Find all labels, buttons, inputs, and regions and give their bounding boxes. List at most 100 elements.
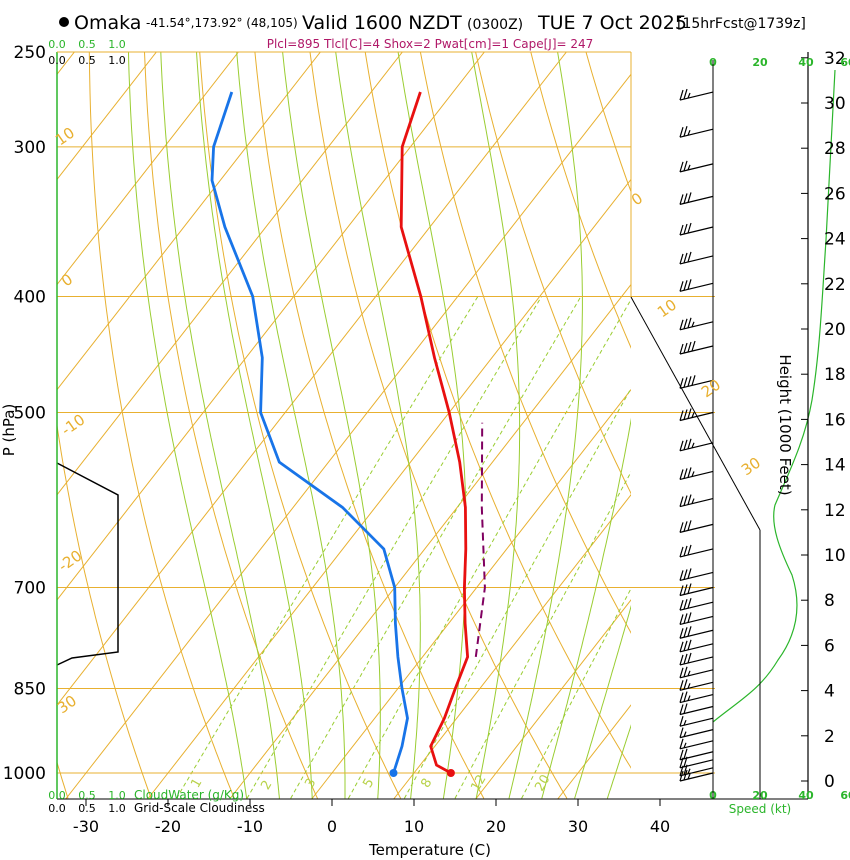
barb-flag — [683, 598, 688, 610]
barb-staff — [679, 772, 714, 782]
barb-staff — [679, 759, 714, 769]
speed-tick-bottom: 20 — [752, 789, 768, 802]
barb-flag — [687, 597, 692, 609]
barb-staff — [679, 548, 714, 558]
barb-flag — [687, 544, 692, 556]
barb-staff — [679, 586, 714, 597]
cloudiness-tick-bottom: 0.5 — [78, 802, 96, 815]
barb-flag — [683, 666, 688, 677]
barb-flag — [683, 584, 688, 595]
barb-flag — [679, 727, 684, 738]
barb-flag — [679, 224, 684, 236]
mixing-ratio-line — [176, 296, 479, 799]
barb-staff — [679, 282, 714, 292]
barb-staff — [679, 656, 714, 666]
barb-staff — [679, 681, 714, 691]
surface-temperature-marker — [446, 769, 455, 777]
barb-flag — [687, 520, 692, 531]
barb-flag — [687, 222, 692, 234]
barb-flag — [679, 765, 684, 776]
x-axis-label: Temperature (C) — [368, 841, 491, 859]
barb-flag — [687, 279, 692, 290]
utc-label: (0300Z) — [467, 17, 523, 33]
barb-half-flag — [687, 773, 691, 780]
barb-staff — [679, 379, 714, 389]
barb-flag — [679, 680, 684, 691]
profiles — [210, 91, 486, 777]
barb-flag — [683, 223, 688, 235]
moist-adiabat — [160, 52, 280, 799]
barb-flag — [679, 614, 684, 625]
barb-staff — [679, 470, 714, 481]
moist-adiabat — [282, 52, 381, 799]
mixing-ratio-label: 12 — [468, 772, 489, 794]
speed-tick-top: 20 — [752, 56, 768, 69]
isotherm-line — [475, 772, 497, 799]
barb-flag — [683, 679, 688, 690]
date-label: TUE 7 Oct 2025 — [537, 12, 687, 34]
barb-staff — [679, 128, 714, 138]
barb-flag — [687, 568, 692, 579]
barb-flag — [683, 627, 688, 638]
barb-staff — [679, 717, 714, 727]
barb-flag — [683, 409, 688, 420]
wind-barb — [679, 438, 714, 452]
moist-adiabat — [606, 724, 631, 799]
surface-dewpoint-marker — [389, 769, 398, 777]
barb-flag — [683, 495, 688, 506]
wind-barb — [679, 727, 714, 739]
dry-adiabat — [661, 0, 850, 798]
barb-flag — [679, 770, 684, 782]
barb-staff — [679, 751, 714, 761]
barb-flag — [679, 692, 684, 703]
wind-barb — [679, 279, 714, 292]
barb-half-flag — [687, 695, 691, 701]
moist-adiabat — [508, 52, 583, 799]
wind-barb — [679, 340, 714, 355]
dry-adiabat — [143, 52, 318, 799]
isotherm-label: -10 — [58, 410, 88, 439]
barb-staff — [679, 345, 714, 355]
wind-barb — [679, 652, 714, 666]
height-tick-label: 0 — [824, 772, 835, 792]
height-tick-label: 14 — [824, 456, 846, 476]
barb-half-flag — [687, 670, 691, 677]
barb-flag — [683, 521, 688, 532]
wind-barb — [679, 691, 714, 704]
barb-half-flag — [691, 321, 695, 328]
barb-flag — [683, 653, 688, 665]
barb-flag — [683, 764, 688, 775]
temperature-tick-label: 30 — [568, 817, 588, 836]
isotherm-label: 20 — [698, 376, 724, 402]
barb-flag — [679, 738, 684, 749]
barb-flag — [679, 599, 684, 611]
barb-flag — [683, 377, 688, 388]
cloudwater-label: CloudWater (g/Kg) — [134, 788, 244, 802]
barb-flag — [687, 626, 692, 637]
wind-barb — [679, 666, 714, 679]
isotherm-label: -20 — [55, 546, 85, 575]
mixing-ratio-label: 8 — [418, 776, 435, 791]
isotherm-label: 10 — [52, 124, 78, 150]
wind-barb — [679, 679, 714, 691]
speed-tick-bottom: 40 — [798, 789, 814, 802]
cloudwater-tick-bottom: 1.0 — [108, 789, 126, 802]
wind-barb — [679, 192, 714, 205]
cloudiness-line — [56, 462, 119, 666]
pressure-tick-500: 500 — [14, 404, 46, 424]
barb-flag — [683, 569, 688, 580]
speed-tick-top: 60 — [840, 56, 850, 69]
wind-barb — [679, 583, 714, 597]
barb-half-flag — [687, 164, 691, 171]
moist-adiabat — [574, 604, 631, 799]
moist-adiabat-grid — [127, 52, 631, 799]
barb-flag — [679, 570, 684, 581]
pressure-tick-850: 850 — [14, 679, 46, 699]
isotherm-line — [147, 772, 169, 799]
wind-speed-profile — [712, 69, 836, 723]
dry-adiabat — [475, 52, 631, 495]
wind-barb — [679, 251, 714, 265]
isotherm-line — [722, 773, 742, 799]
barb-flag — [679, 194, 684, 205]
